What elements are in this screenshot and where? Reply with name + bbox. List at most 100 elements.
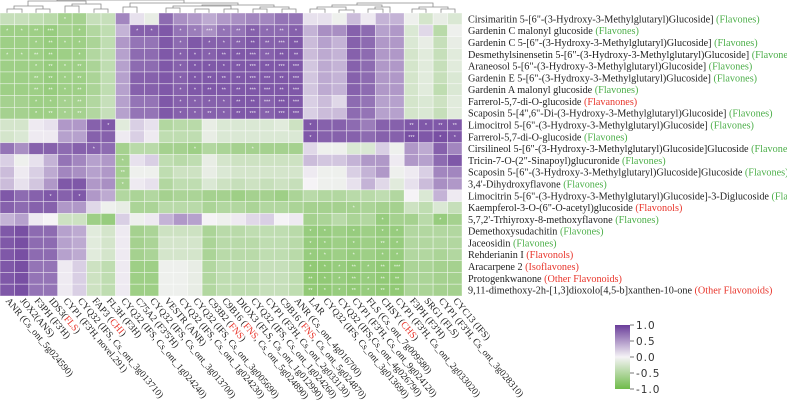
heatmap-cell (418, 236, 434, 250)
significance-mark: ** (409, 123, 414, 129)
heatmap-cell (273, 260, 290, 273)
heatmap-cell (317, 201, 333, 214)
heatmap-cell (71, 177, 87, 191)
heatmap-cell (331, 71, 347, 85)
heatmap-cell (360, 118, 376, 132)
row-label: Cirsimaritin 5-[6"-(3-Hydroxy-3-Methylgl… (468, 14, 760, 25)
heatmap-cell (418, 283, 434, 297)
heatmap-cell (403, 142, 420, 155)
heatmap-cell (230, 213, 246, 226)
significance-mark: * (122, 182, 125, 188)
row-label-class: (Flavones) (584, 132, 628, 143)
heatmap-cell (0, 130, 15, 144)
heatmap-cell (144, 224, 160, 238)
heatmap-cell (42, 12, 59, 26)
significance-mark: ** (236, 88, 241, 94)
significance-mark: * (324, 265, 327, 271)
heatmap-cell (57, 236, 73, 250)
heatmap-cell (71, 236, 87, 250)
heatmap-cell (0, 118, 15, 132)
heatmap-cell (403, 95, 420, 108)
row-label-class: (Flavones) (560, 227, 604, 238)
heatmap-cell (375, 71, 391, 85)
significance-mark: * (64, 17, 67, 23)
heatmap-cell (216, 283, 232, 297)
heatmap-cell (259, 130, 275, 144)
heatmap-cell (100, 236, 116, 250)
heatmap-cell (187, 283, 203, 297)
significance-mark: * (324, 241, 327, 247)
heatmap-cell (42, 236, 59, 250)
heatmap-cell (115, 213, 131, 226)
heatmap-cell (317, 71, 333, 85)
heatmap-cell (403, 248, 420, 261)
significance-mark: ** (308, 288, 313, 294)
significance-mark: * (338, 276, 341, 282)
row-label: 5,7,2'-Trhiyroxy-8-methoxyflavone (Flavo… (468, 215, 659, 226)
significance-mark: *** (47, 29, 54, 35)
significance-mark: *** (394, 265, 401, 271)
heatmap-cell (172, 189, 189, 203)
heatmap-cell (346, 59, 362, 73)
row-label-name: Protogenkwanone (468, 274, 544, 285)
heatmap-cell (403, 48, 420, 61)
heatmap-cell (447, 71, 463, 85)
significance-mark: ** (77, 99, 82, 105)
heatmap-cell (14, 154, 30, 167)
heatmap-cell (129, 224, 145, 238)
column-label-suffix: ) (237, 334, 247, 344)
heatmap-cell (360, 213, 376, 226)
heatmap-cell (86, 165, 102, 179)
heatmap-cell (432, 142, 448, 155)
significance-mark: ** (236, 29, 241, 35)
row-label-name: 3,4'-Dihydroxyflavone (468, 179, 563, 190)
heatmap-cell (447, 224, 463, 238)
heatmap-cell (273, 272, 290, 285)
heatmap-cell (144, 71, 160, 85)
heatmap-cell (331, 224, 347, 238)
significance-mark: ** (265, 40, 270, 46)
heatmap-grid (0, 12, 463, 297)
heatmap-cell (115, 71, 131, 85)
significance-mark: ** (236, 111, 241, 117)
heatmap-cell (375, 177, 391, 191)
significance-mark: *** (249, 88, 256, 94)
heatmap-cell (201, 248, 217, 261)
significance-mark: * (78, 40, 81, 46)
heatmap-cell (375, 130, 391, 144)
heatmap-cell (100, 83, 116, 96)
heatmap-cell (418, 24, 434, 37)
heatmap-cell (86, 48, 102, 61)
row-label: Gardenin C malonyl glucoside (Flavones) (468, 26, 639, 37)
significance-mark: * (35, 40, 38, 46)
heatmap-cell (447, 12, 463, 26)
heatmap-cell (0, 95, 15, 108)
heatmap-cell (14, 248, 30, 261)
heatmap-cell (432, 236, 448, 250)
significance-mark: ** (34, 88, 39, 94)
heatmap-cell (230, 154, 246, 167)
heatmap-cell (403, 154, 420, 167)
heatmap-cell (245, 165, 261, 179)
heatmap-cell (144, 260, 160, 273)
significance-mark: * (93, 147, 96, 153)
heatmap-cell (129, 71, 145, 85)
heatmap-cell (216, 272, 232, 285)
heatmap-cell (346, 106, 362, 120)
heatmap-cell (42, 130, 59, 144)
heatmap-cell (42, 283, 59, 297)
row-label-class: (Flavonols) (635, 203, 682, 214)
heatmap-cell (317, 59, 333, 73)
heatmap-cell (360, 83, 376, 96)
heatmap-cell (245, 12, 261, 26)
significance-mark: * (78, 52, 81, 58)
row-label-class: (Flavones) (771, 191, 787, 202)
significance-mark: * (78, 194, 81, 200)
heatmap-cell (14, 59, 30, 73)
heatmap-cell (432, 260, 448, 273)
heatmap-cell (331, 59, 347, 73)
heatmap-cell (86, 201, 102, 214)
row-label-class: (Flavones) (615, 215, 659, 226)
significance-mark: *** (278, 64, 285, 70)
heatmap-cell (302, 95, 318, 108)
